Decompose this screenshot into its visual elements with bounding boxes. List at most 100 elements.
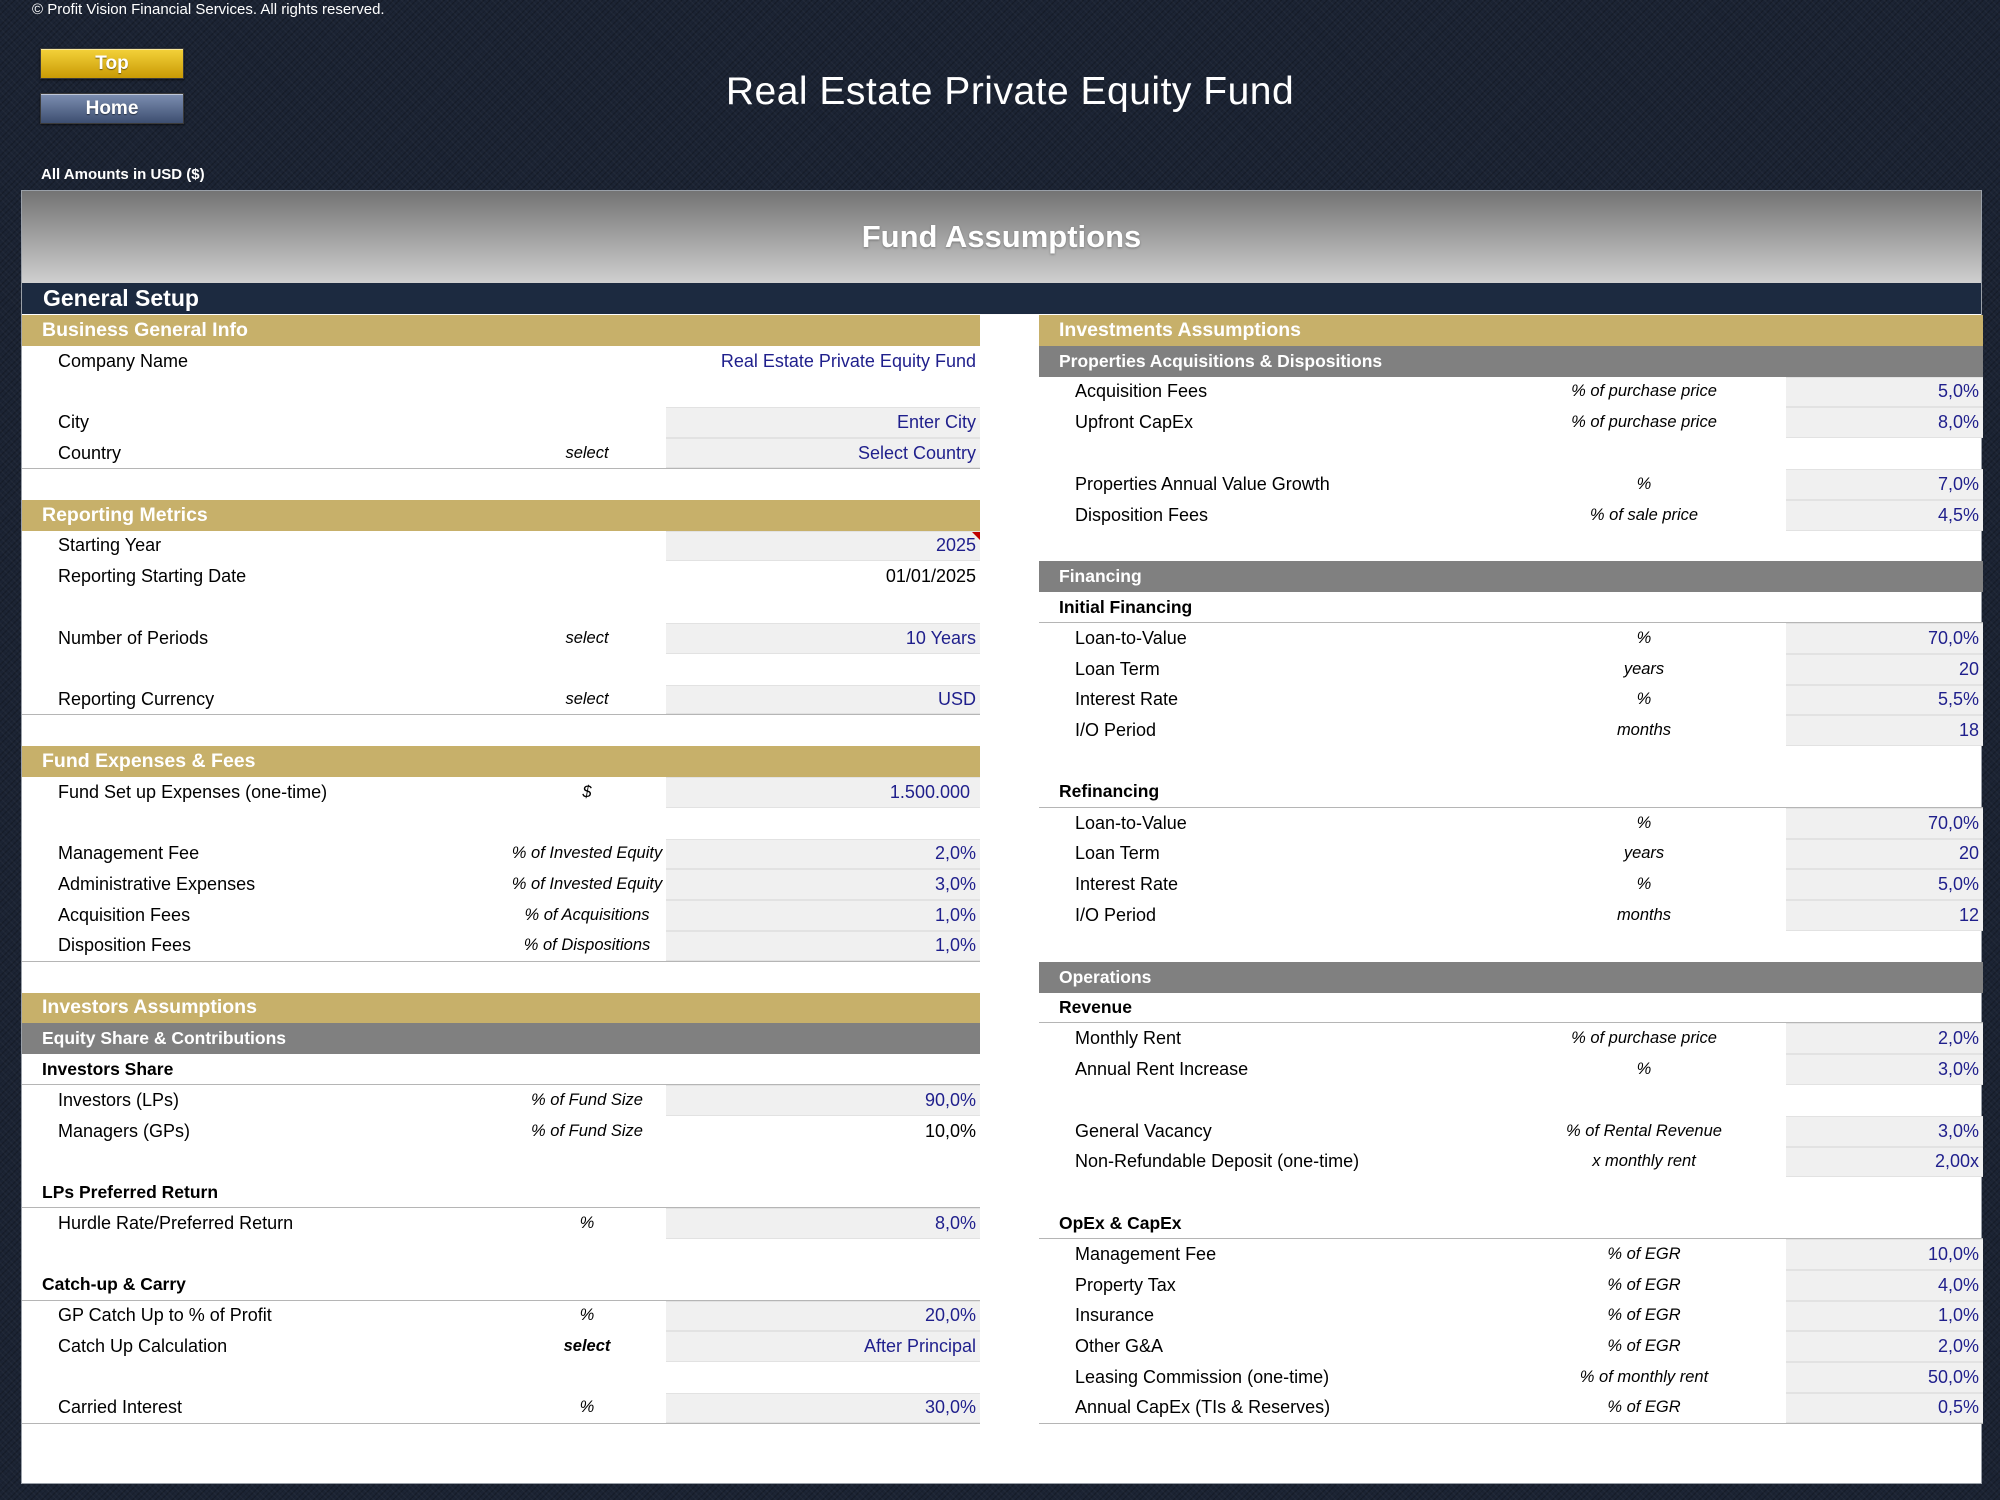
- insurance-input[interactable]: 1,0%: [1786, 1300, 1983, 1332]
- other-ga-label: Other G&A: [1075, 1336, 1164, 1357]
- starting-year-value: 2025: [935, 535, 976, 556]
- revenue-group: Revenue: [1039, 993, 1983, 1024]
- fund-setup-expenses-unit: $: [582, 782, 592, 801]
- refi-io-period-input[interactable]: 12: [1786, 900, 1983, 931]
- refi-interest-rate-unit: %: [1636, 875, 1652, 894]
- value-growth-input[interactable]: 7,0%: [1786, 468, 1983, 500]
- catch-up-calculation-unit: select: [563, 1337, 611, 1356]
- non-refundable-deposit-label: Non-Refundable Deposit (one-time): [1075, 1151, 1360, 1172]
- acquisition-fees-input[interactable]: 5,0%: [1786, 376, 1983, 408]
- disposition-fees-label: Disposition Fees: [1075, 504, 1209, 525]
- io-period-label: I/O Period: [1075, 720, 1157, 741]
- general-vacancy-row: General Vacancy % of Rental Revenue 3,0%: [1039, 1115, 1983, 1147]
- reporting-currency-unit: select: [565, 689, 609, 708]
- refi-loan-to-value-unit: %: [1636, 813, 1652, 832]
- annual-capex-unit: % of EGR: [1607, 1398, 1681, 1417]
- interest-rate-unit: %: [1636, 690, 1652, 709]
- equity-share-subheader: Equity Share & Contributions: [22, 1023, 980, 1055]
- annual-rent-increase-input[interactable]: 3,0%: [1786, 1054, 1983, 1085]
- opex-management-fee-label: Management Fee: [1075, 1243, 1217, 1264]
- comment-indicator[interactable]: [972, 531, 980, 540]
- left-column: Business General Info Company Name Real …: [22, 315, 980, 1424]
- investors-lps-input[interactable]: 90,0%: [666, 1084, 980, 1116]
- value-growth-label: Properties Annual Value Growth: [1075, 473, 1330, 494]
- fund-disposition-fees-label: Disposition Fees: [58, 935, 192, 956]
- country-row: Country select Select Country: [22, 438, 980, 469]
- starting-year-input[interactable]: 2025: [666, 530, 980, 562]
- loan-term-input[interactable]: 20: [1786, 653, 1983, 685]
- administrative-expenses-label: Administrative Expenses: [58, 874, 256, 895]
- insurance-label: Insurance: [1075, 1305, 1155, 1326]
- spacer: [22, 715, 980, 746]
- number-of-periods-select[interactable]: 10 Years: [666, 622, 980, 654]
- loan-to-value-input[interactable]: 70,0%: [1786, 622, 1983, 654]
- refi-loan-to-value-input[interactable]: 70,0%: [1786, 807, 1983, 839]
- managers-gps-row: Managers (GPs) % of Fund Size 10,0%: [22, 1116, 980, 1147]
- fund-disposition-fees-input[interactable]: 1,0%: [666, 930, 980, 961]
- home-button[interactable]: Home: [40, 93, 184, 124]
- property-tax-input[interactable]: 4,0%: [1786, 1269, 1983, 1301]
- annual-capex-row: Annual CapEx (TIs & Reserves) % of EGR 0…: [1039, 1392, 1983, 1424]
- spacer: [22, 469, 980, 500]
- gp-catch-up-input[interactable]: 20,0%: [666, 1300, 980, 1332]
- io-period-input[interactable]: 18: [1786, 715, 1983, 747]
- spacer: [1039, 531, 1983, 562]
- leasing-commission-input[interactable]: 50,0%: [1786, 1362, 1983, 1393]
- managers-gps-label: Managers (GPs): [58, 1120, 191, 1141]
- general-vacancy-unit: % of Rental Revenue: [1566, 1121, 1722, 1140]
- right-column: Investments Assumptions Properties Acqui…: [1039, 315, 1983, 1424]
- general-vacancy-input[interactable]: 3,0%: [1786, 1115, 1983, 1147]
- annual-capex-input[interactable]: 0,5%: [1786, 1392, 1983, 1423]
- fund-expenses-fees-header: Fund Expenses & Fees: [22, 746, 980, 777]
- city-input[interactable]: Enter City: [666, 407, 980, 439]
- other-ga-row: Other G&A % of EGR 2,0%: [1039, 1331, 1983, 1363]
- other-ga-input[interactable]: 2,0%: [1786, 1331, 1983, 1363]
- hurdle-rate-input[interactable]: 8,0%: [666, 1208, 980, 1239]
- management-fee-input[interactable]: 2,0%: [666, 838, 980, 870]
- disposition-fees-input[interactable]: 4,5%: [1786, 499, 1983, 531]
- fund-acquisition-fees-input[interactable]: 1,0%: [666, 900, 980, 931]
- io-period-unit: months: [1616, 721, 1672, 740]
- acquisition-fees-label: Acquisition Fees: [1075, 381, 1208, 402]
- company-name-label: Company Name: [58, 350, 189, 371]
- monthly-rent-label: Monthly Rent: [1075, 1028, 1182, 1049]
- country-select[interactable]: Select Country: [666, 438, 980, 468]
- spacer: [22, 962, 980, 993]
- company-name-value[interactable]: Real Estate Private Equity Fund: [720, 350, 976, 371]
- property-tax-label: Property Tax: [1075, 1274, 1176, 1295]
- administrative-expenses-unit: % of Invested Equity: [511, 875, 663, 894]
- interest-rate-input[interactable]: 5,5%: [1786, 684, 1983, 716]
- refi-io-period-unit: months: [1616, 906, 1672, 925]
- loan-to-value-label: Loan-to-Value: [1075, 627, 1187, 648]
- catch-up-calculation-select[interactable]: After Principal: [666, 1331, 980, 1363]
- opex-capex-group: OpEx & CapEx: [1039, 1208, 1983, 1239]
- interest-rate-label: Interest Rate: [1075, 689, 1179, 710]
- other-ga-unit: % of EGR: [1607, 1337, 1681, 1356]
- non-refundable-deposit-input[interactable]: 2,00x: [1786, 1146, 1983, 1178]
- monthly-rent-input[interactable]: 2,0%: [1786, 1023, 1983, 1055]
- reporting-currency-select[interactable]: USD: [666, 684, 980, 715]
- refi-loan-term-row: Loan Term years 20: [1039, 838, 1983, 870]
- leasing-commission-label: Leasing Commission (one-time): [1075, 1366, 1330, 1387]
- management-fee-label: Management Fee: [58, 843, 200, 864]
- refi-interest-rate-input[interactable]: 5,0%: [1786, 869, 1983, 901]
- opex-management-fee-input[interactable]: 10,0%: [1786, 1238, 1983, 1270]
- refi-loan-term-input[interactable]: 20: [1786, 838, 1983, 870]
- annual-rent-increase-label: Annual Rent Increase: [1075, 1059, 1249, 1080]
- carried-interest-input[interactable]: 30,0%: [666, 1392, 980, 1423]
- refinancing-group: Refinancing: [1039, 777, 1983, 808]
- annual-rent-increase-unit: %: [1636, 1060, 1652, 1079]
- interest-rate-row: Interest Rate % 5,5%: [1039, 684, 1983, 716]
- gp-catch-up-unit: %: [579, 1306, 595, 1325]
- top-button[interactable]: Top: [40, 48, 184, 79]
- fund-acquisition-fees-label: Acquisition Fees: [58, 905, 191, 926]
- disposition-fees-unit: % of sale price: [1589, 505, 1699, 524]
- non-refundable-deposit-unit: x monthly rent: [1592, 1152, 1696, 1171]
- leasing-commission-row: Leasing Commission (one-time) % of month…: [1039, 1362, 1983, 1393]
- disposition-fees-row: Disposition Fees % of sale price 4,5%: [1039, 499, 1983, 531]
- administrative-expenses-input[interactable]: 3,0%: [666, 869, 980, 901]
- fund-setup-expenses-input[interactable]: 1.500.000: [666, 776, 980, 808]
- upfront-capex-input[interactable]: 8,0%: [1786, 407, 1983, 439]
- spacer: [22, 808, 980, 839]
- gp-catch-up-label: GP Catch Up to % of Profit: [58, 1305, 272, 1326]
